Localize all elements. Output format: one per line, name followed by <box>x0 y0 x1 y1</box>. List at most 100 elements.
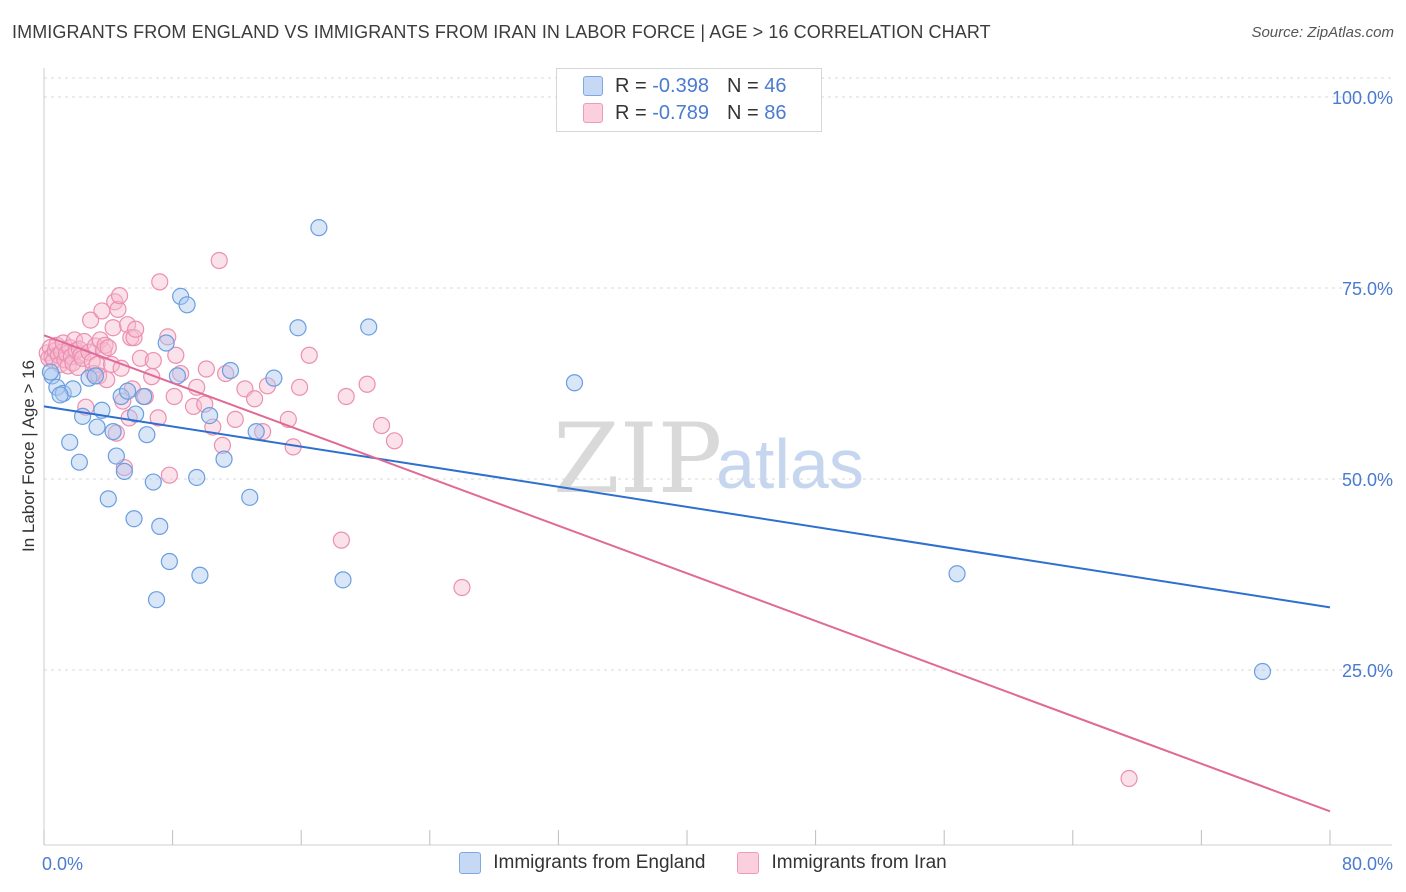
iran-point <box>99 338 117 357</box>
iran-point <box>102 355 121 373</box>
iran-point <box>160 466 178 484</box>
england-point <box>215 450 233 468</box>
iran-point <box>453 578 471 597</box>
legend-r-label: R = <box>615 74 647 97</box>
legend-r-label: R = <box>615 101 647 124</box>
bottom-legend: Immigrants from England Immigrants from … <box>0 852 1406 874</box>
england-point <box>144 473 162 491</box>
iran-point <box>165 387 183 406</box>
iran-point <box>110 287 129 305</box>
iran-point <box>144 351 162 370</box>
iran-point <box>96 336 114 354</box>
trend-lines <box>43 334 1331 813</box>
iran-point <box>104 319 122 337</box>
iran-trend-line <box>43 334 1331 813</box>
iran-point <box>98 371 116 389</box>
england-point <box>160 552 178 571</box>
england-point <box>51 386 69 404</box>
iran-point <box>112 359 130 377</box>
iran-point <box>131 349 150 367</box>
bottom-legend-england-label: Immigrants from England <box>493 852 706 873</box>
england-point <box>188 468 206 487</box>
iran-point <box>332 531 350 549</box>
england-point <box>200 406 219 425</box>
england-point <box>41 363 60 381</box>
iran-point <box>172 364 190 383</box>
england-point <box>289 319 307 337</box>
iran-point <box>210 251 228 270</box>
legend-swatch-england <box>583 76 603 96</box>
iran-point <box>217 364 235 383</box>
iran-point <box>300 346 318 364</box>
iran-point <box>159 328 177 346</box>
iran-point <box>127 320 145 338</box>
x-tick-label: 0.0% <box>42 854 83 874</box>
england-point <box>118 382 137 400</box>
bottom-legend-swatch-iran <box>737 852 760 874</box>
bottom-legend-england: Immigrants from England <box>459 852 705 874</box>
iran-point <box>213 436 232 454</box>
iran-point <box>82 311 100 329</box>
england-point <box>104 423 122 441</box>
england-point <box>241 488 259 506</box>
england-point <box>127 405 145 423</box>
england-point <box>86 367 105 385</box>
england-points <box>41 219 1272 681</box>
england-point <box>147 591 166 609</box>
iran-point <box>77 398 95 416</box>
bottom-legend-iran-label: Immigrants from Iran <box>771 852 947 873</box>
legend-n-value: 46 <box>764 74 787 97</box>
y-tick-label: 100.0% <box>1332 88 1393 108</box>
england-point <box>138 426 156 444</box>
england-point <box>265 369 283 387</box>
iran-point <box>151 273 169 291</box>
england-point <box>61 433 79 451</box>
correlation-legend: R = -0.398 N = 46 R = -0.789 N = 86 <box>556 68 822 132</box>
england-point <box>247 423 265 441</box>
england-point <box>178 296 196 314</box>
england-point <box>334 571 352 589</box>
legend-n-label: N = <box>726 101 759 124</box>
england-trend-line <box>43 405 1331 609</box>
england-point <box>99 490 117 508</box>
iran-point <box>149 409 167 427</box>
iran-point <box>290 378 309 396</box>
england-point <box>1253 662 1272 681</box>
england-point <box>88 418 106 436</box>
y-axis-label: In Labor Force | Age > 16 <box>19 360 38 552</box>
england-point <box>948 565 966 583</box>
watermark-atlas: atlas <box>716 425 864 503</box>
england-point <box>191 566 209 584</box>
grid-layer <box>44 77 1392 671</box>
iran-point <box>197 360 215 378</box>
bottom-legend-iran: Immigrants from Iran <box>737 852 947 874</box>
iran-point <box>226 410 244 429</box>
watermark-zip: ZIP <box>553 403 722 515</box>
england-point <box>168 367 187 385</box>
england-point <box>221 361 240 380</box>
watermark: ZIP atlas <box>553 403 864 515</box>
chart-title: IMMIGRANTS FROM ENGLAND VS IMMIGRANTS FR… <box>12 22 991 42</box>
england-point <box>565 374 584 392</box>
england-point <box>115 462 133 480</box>
legend-r-value: -0.789 <box>652 101 709 124</box>
bottom-legend-swatch-england <box>459 852 482 874</box>
legend-row-iran: R = -0.789 N = 86 <box>583 100 786 126</box>
iran-point <box>1120 769 1138 788</box>
legend-row-england: R = -0.398 N = 46 <box>583 73 786 99</box>
y-tick-label: 50.0% <box>1342 470 1393 490</box>
source-label: Source: ZipAtlas.com <box>1251 24 1394 41</box>
england-point <box>135 387 153 406</box>
england-point <box>360 318 378 336</box>
y-tick-label: 75.0% <box>1342 279 1393 299</box>
iran-point <box>385 432 404 450</box>
legend-n-value: 86 <box>764 101 787 124</box>
england-point <box>157 334 175 352</box>
iran-point <box>109 300 127 318</box>
iran-point <box>167 346 185 364</box>
y-tick-label: 25.0% <box>1342 661 1393 681</box>
axis-layer: 25.0% 50.0% 75.0% 100.0% 0.0% 80.0% <box>42 68 1393 874</box>
legend-n-label: N = <box>726 74 759 97</box>
legend-r-value: -0.398 <box>652 74 709 97</box>
